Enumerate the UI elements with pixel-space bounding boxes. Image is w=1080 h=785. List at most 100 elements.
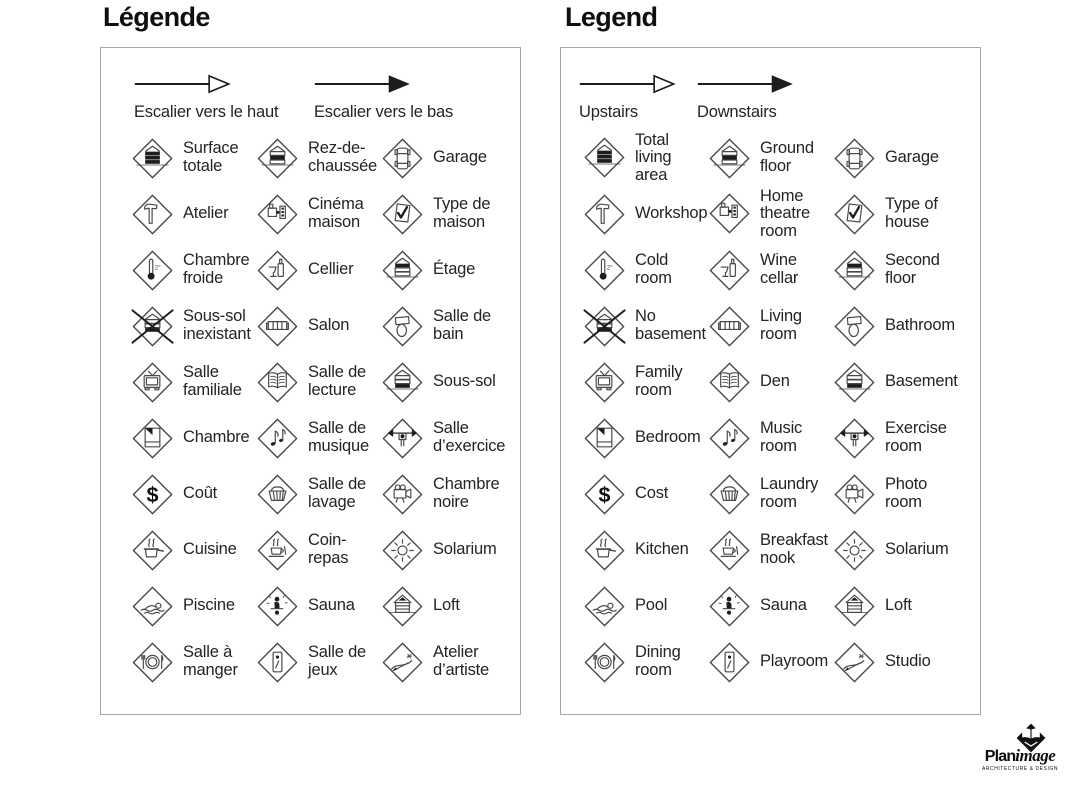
legend-item-label: Dining room	[635, 643, 681, 679]
legend-item: Salle de lecture	[254, 359, 379, 406]
legend-item: Surface totale	[129, 135, 254, 182]
legend-item: Solarium	[831, 527, 953, 574]
legend-item: Sous-sol inexistant	[129, 303, 254, 350]
legend-item-label: Total living area	[635, 130, 672, 184]
den-icon	[254, 359, 301, 406]
legend-item-label: Workshop	[635, 204, 708, 223]
playroom-icon	[254, 639, 301, 686]
stairs-up-label: Upstairs	[579, 103, 638, 121]
living-room-icon	[706, 303, 753, 350]
legend-item-label: Laundry room	[760, 475, 819, 511]
legend-item: Home theatre room	[706, 186, 831, 241]
ground-floor-icon	[706, 135, 753, 182]
bedroom-icon	[581, 415, 628, 462]
music-room-icon	[706, 415, 753, 462]
legend-item-label: Home theatre room	[760, 186, 810, 240]
legend-item: Living room	[706, 303, 831, 350]
legend-item: Wine cellar	[706, 247, 831, 294]
legend-item: Atelier	[129, 191, 254, 238]
pool-icon	[581, 583, 628, 630]
legend-item: Type de maison	[379, 191, 501, 238]
legend-item: Cold room	[581, 247, 706, 294]
type-of-house-icon	[831, 191, 878, 238]
legend-item-label: Breakfast nook	[760, 531, 828, 567]
wine-cellar-icon	[254, 247, 301, 294]
legend-item-label: Atelier	[183, 204, 229, 223]
legend-item-label: Salle familiale	[183, 363, 242, 399]
french-legend-title: Légende	[103, 2, 210, 32]
legend-item-label: Bedroom	[635, 428, 701, 447]
legend-item-label: Loft	[885, 596, 912, 615]
legend-item: Breakfast nook	[706, 527, 831, 574]
cost-icon	[581, 471, 628, 518]
planimage-wordmark: Planimage	[970, 747, 1070, 765]
legend-item: Rez-de- chaussée	[254, 135, 379, 182]
legend-item: Sauna	[254, 583, 379, 630]
legend-item: Salle de bain	[379, 303, 501, 350]
legend-item: Basement	[831, 359, 958, 406]
legend-item-label: Cold room	[635, 251, 672, 287]
sauna-icon	[706, 583, 753, 630]
legend-item: Atelier d’artiste	[379, 639, 501, 686]
legend-item-label: Sous-sol inexistant	[183, 307, 251, 343]
solarium-icon	[379, 527, 426, 574]
ground-floor-icon	[254, 135, 301, 182]
arrow-down-icon	[314, 75, 410, 93]
pool-icon	[129, 583, 176, 630]
kitchen-icon	[581, 527, 628, 574]
sauna-icon	[254, 583, 301, 630]
legend-item: Salle d’exercice	[379, 415, 505, 462]
legend-item-label: Rez-de- chaussée	[308, 139, 378, 175]
legend-item-label: Loft	[433, 596, 460, 615]
legend-item-label: Sous-sol	[433, 372, 496, 391]
legend-item-label: Salle de musique	[308, 419, 369, 455]
legend-item-label: Surface totale	[183, 139, 239, 175]
legend-item-label: No basement	[635, 307, 706, 343]
total-living-area-icon	[129, 135, 176, 182]
legend-item-label: Coin- repas	[308, 531, 349, 567]
legend-item: Den	[706, 359, 831, 406]
arrow-up-icon	[134, 74, 231, 94]
legend-item: Chambre noire	[379, 471, 501, 518]
stairs-down-label: Escalier vers le bas	[314, 103, 454, 121]
garage-icon	[379, 135, 426, 182]
legend-item-label: Type de maison	[433, 195, 491, 231]
artist-studio-icon	[379, 639, 426, 686]
legend-item: Salle à manger	[129, 639, 254, 686]
legend-item: Playroom	[706, 639, 831, 686]
legend-item-label: Salle à manger	[183, 643, 238, 679]
legend-item-label: Wine cellar	[760, 251, 799, 287]
second-floor-icon	[379, 247, 426, 294]
legend-item: Workshop	[581, 191, 708, 238]
legend-item-label: Family room	[635, 363, 683, 399]
legend-item: Salle de musique	[254, 415, 379, 462]
basement-icon	[831, 359, 878, 406]
legend-item-label: Étage	[433, 260, 476, 279]
legend-item: Kitchen	[581, 527, 706, 574]
photo-room-icon	[379, 471, 426, 518]
logo-text-image: image	[1015, 746, 1056, 765]
stairs-down-arrow: Escalier vers le bas	[314, 72, 453, 122]
legend-item-label: Sauna	[308, 596, 355, 615]
legend-item-label: Solarium	[433, 540, 497, 559]
legend-item: Sous-sol	[379, 359, 501, 406]
laundry-room-icon	[254, 471, 301, 518]
legend-item: Exercise room	[831, 415, 953, 462]
cold-room-icon	[129, 247, 176, 294]
legend-item-label: Salle de jeux	[308, 643, 367, 679]
exercise-room-icon	[831, 415, 878, 462]
legend-item: Ground floor	[706, 135, 831, 182]
legend-item: Salle de jeux	[254, 639, 379, 686]
planimage-logo-icon	[1016, 723, 1046, 753]
legend-item: Piscine	[129, 583, 254, 630]
legend-item: Total living area	[581, 130, 706, 185]
legend-item: Cuisine	[129, 527, 254, 574]
legend-item: Photo room	[831, 471, 953, 518]
no-basement-icon	[581, 303, 628, 350]
legend-item: Chambre	[129, 415, 254, 462]
legend-item-label: Music room	[760, 419, 803, 455]
solarium-icon	[831, 527, 878, 574]
legend-item-label: Playroom	[760, 652, 829, 671]
logo-text-plan: Plan	[984, 748, 1016, 765]
legend-item-label: Salle d’exercice	[433, 419, 506, 455]
